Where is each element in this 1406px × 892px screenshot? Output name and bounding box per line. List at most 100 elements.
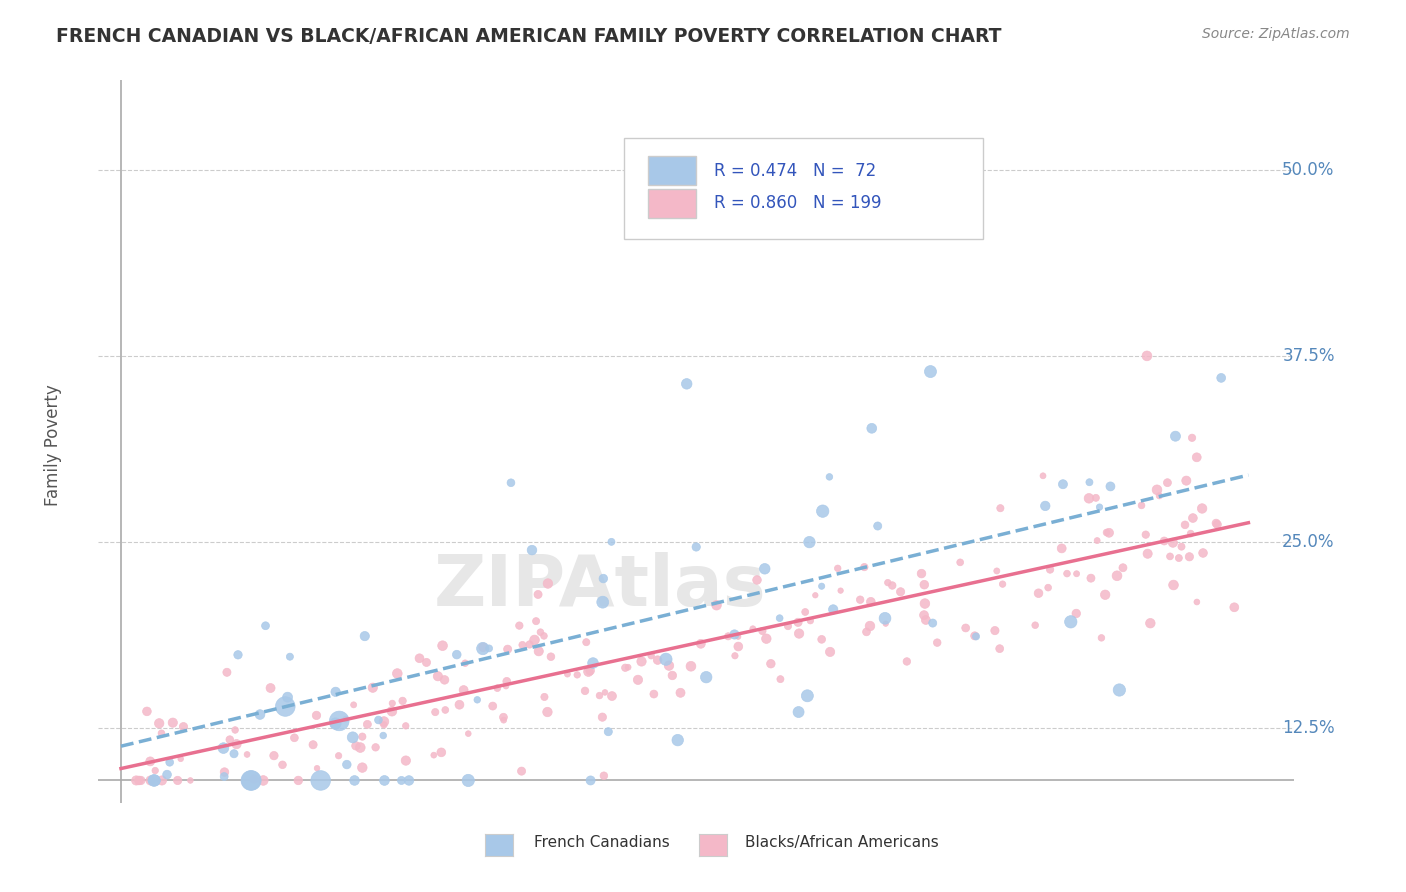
Point	[226, 648, 249, 662]
Point	[224, 723, 246, 737]
Point	[745, 573, 768, 587]
Point	[156, 767, 179, 781]
Point	[723, 627, 745, 641]
Point	[252, 773, 274, 788]
Point	[914, 597, 936, 611]
Point	[373, 773, 395, 788]
Point	[136, 705, 159, 719]
Point	[579, 773, 602, 788]
Point	[860, 421, 883, 435]
Point	[1191, 501, 1213, 516]
Point	[529, 625, 551, 640]
Point	[859, 595, 882, 609]
Text: FRENCH CANADIAN VS BLACK/AFRICAN AMERICAN FAMILY POVERTY CORRELATION CHART: FRENCH CANADIAN VS BLACK/AFRICAN AMERICA…	[56, 27, 1001, 45]
Point	[142, 773, 165, 788]
Point	[274, 699, 297, 714]
Point	[849, 592, 872, 607]
Point	[1039, 563, 1062, 577]
Bar	[648, 156, 696, 185]
Point	[910, 566, 932, 581]
Point	[1135, 527, 1157, 541]
Point	[574, 684, 596, 698]
Point	[533, 629, 555, 643]
Point	[454, 656, 477, 670]
Point	[741, 622, 763, 636]
Point	[876, 575, 898, 590]
Point	[408, 651, 430, 665]
Point	[249, 707, 271, 722]
Point	[991, 577, 1014, 591]
Point	[640, 648, 662, 663]
Point	[1032, 468, 1054, 483]
Point	[1149, 489, 1171, 503]
Point	[1036, 581, 1059, 595]
Point	[335, 712, 357, 726]
Point	[675, 376, 697, 391]
Point	[1052, 477, 1074, 491]
Point	[254, 619, 277, 633]
Point	[579, 664, 602, 678]
Point	[395, 754, 418, 768]
Point	[162, 715, 184, 730]
Text: Family Poverty: Family Poverty	[45, 384, 62, 506]
Point	[423, 748, 446, 763]
Point	[927, 635, 949, 649]
Point	[277, 690, 299, 705]
Point	[336, 757, 359, 772]
Point	[305, 761, 328, 775]
Point	[643, 687, 665, 701]
Point	[302, 738, 325, 752]
Text: 12.5%: 12.5%	[1282, 719, 1334, 738]
Point	[823, 602, 845, 616]
Point	[776, 619, 799, 633]
Point	[955, 621, 977, 635]
Point	[1056, 566, 1078, 581]
Point	[600, 689, 623, 703]
Point	[1099, 479, 1122, 493]
Point	[810, 579, 832, 593]
Point	[614, 661, 637, 675]
Point	[170, 752, 193, 766]
Point	[921, 616, 943, 631]
Point	[236, 747, 259, 762]
Point	[344, 739, 367, 753]
Point	[457, 773, 479, 788]
Point	[243, 772, 266, 786]
Point	[283, 731, 305, 745]
Point	[769, 611, 792, 625]
Point	[139, 755, 162, 769]
FancyBboxPatch shape	[624, 138, 983, 239]
Point	[1028, 586, 1050, 600]
Point	[352, 730, 374, 744]
Point	[727, 640, 749, 654]
Point	[859, 619, 882, 633]
Point	[1178, 549, 1201, 564]
Point	[218, 732, 240, 747]
Point	[367, 713, 389, 727]
Point	[593, 769, 616, 783]
Point	[143, 773, 166, 788]
Point	[325, 685, 347, 699]
Point	[426, 669, 449, 683]
Point	[1024, 618, 1046, 632]
Point	[433, 673, 456, 687]
Point	[309, 773, 332, 788]
Point	[387, 666, 409, 681]
Point	[1205, 516, 1227, 531]
Bar	[648, 188, 696, 218]
Point	[415, 656, 437, 670]
Point	[853, 560, 876, 574]
Point	[669, 686, 692, 700]
Point	[129, 773, 152, 788]
Point	[1185, 450, 1208, 465]
Point	[666, 733, 689, 747]
Point	[1156, 475, 1178, 490]
Point	[432, 639, 454, 653]
Point	[1060, 615, 1083, 629]
Point	[305, 708, 328, 723]
Point	[373, 714, 395, 729]
Point	[830, 583, 852, 598]
Point	[1098, 525, 1121, 540]
Point	[430, 745, 453, 759]
Point	[706, 599, 728, 613]
